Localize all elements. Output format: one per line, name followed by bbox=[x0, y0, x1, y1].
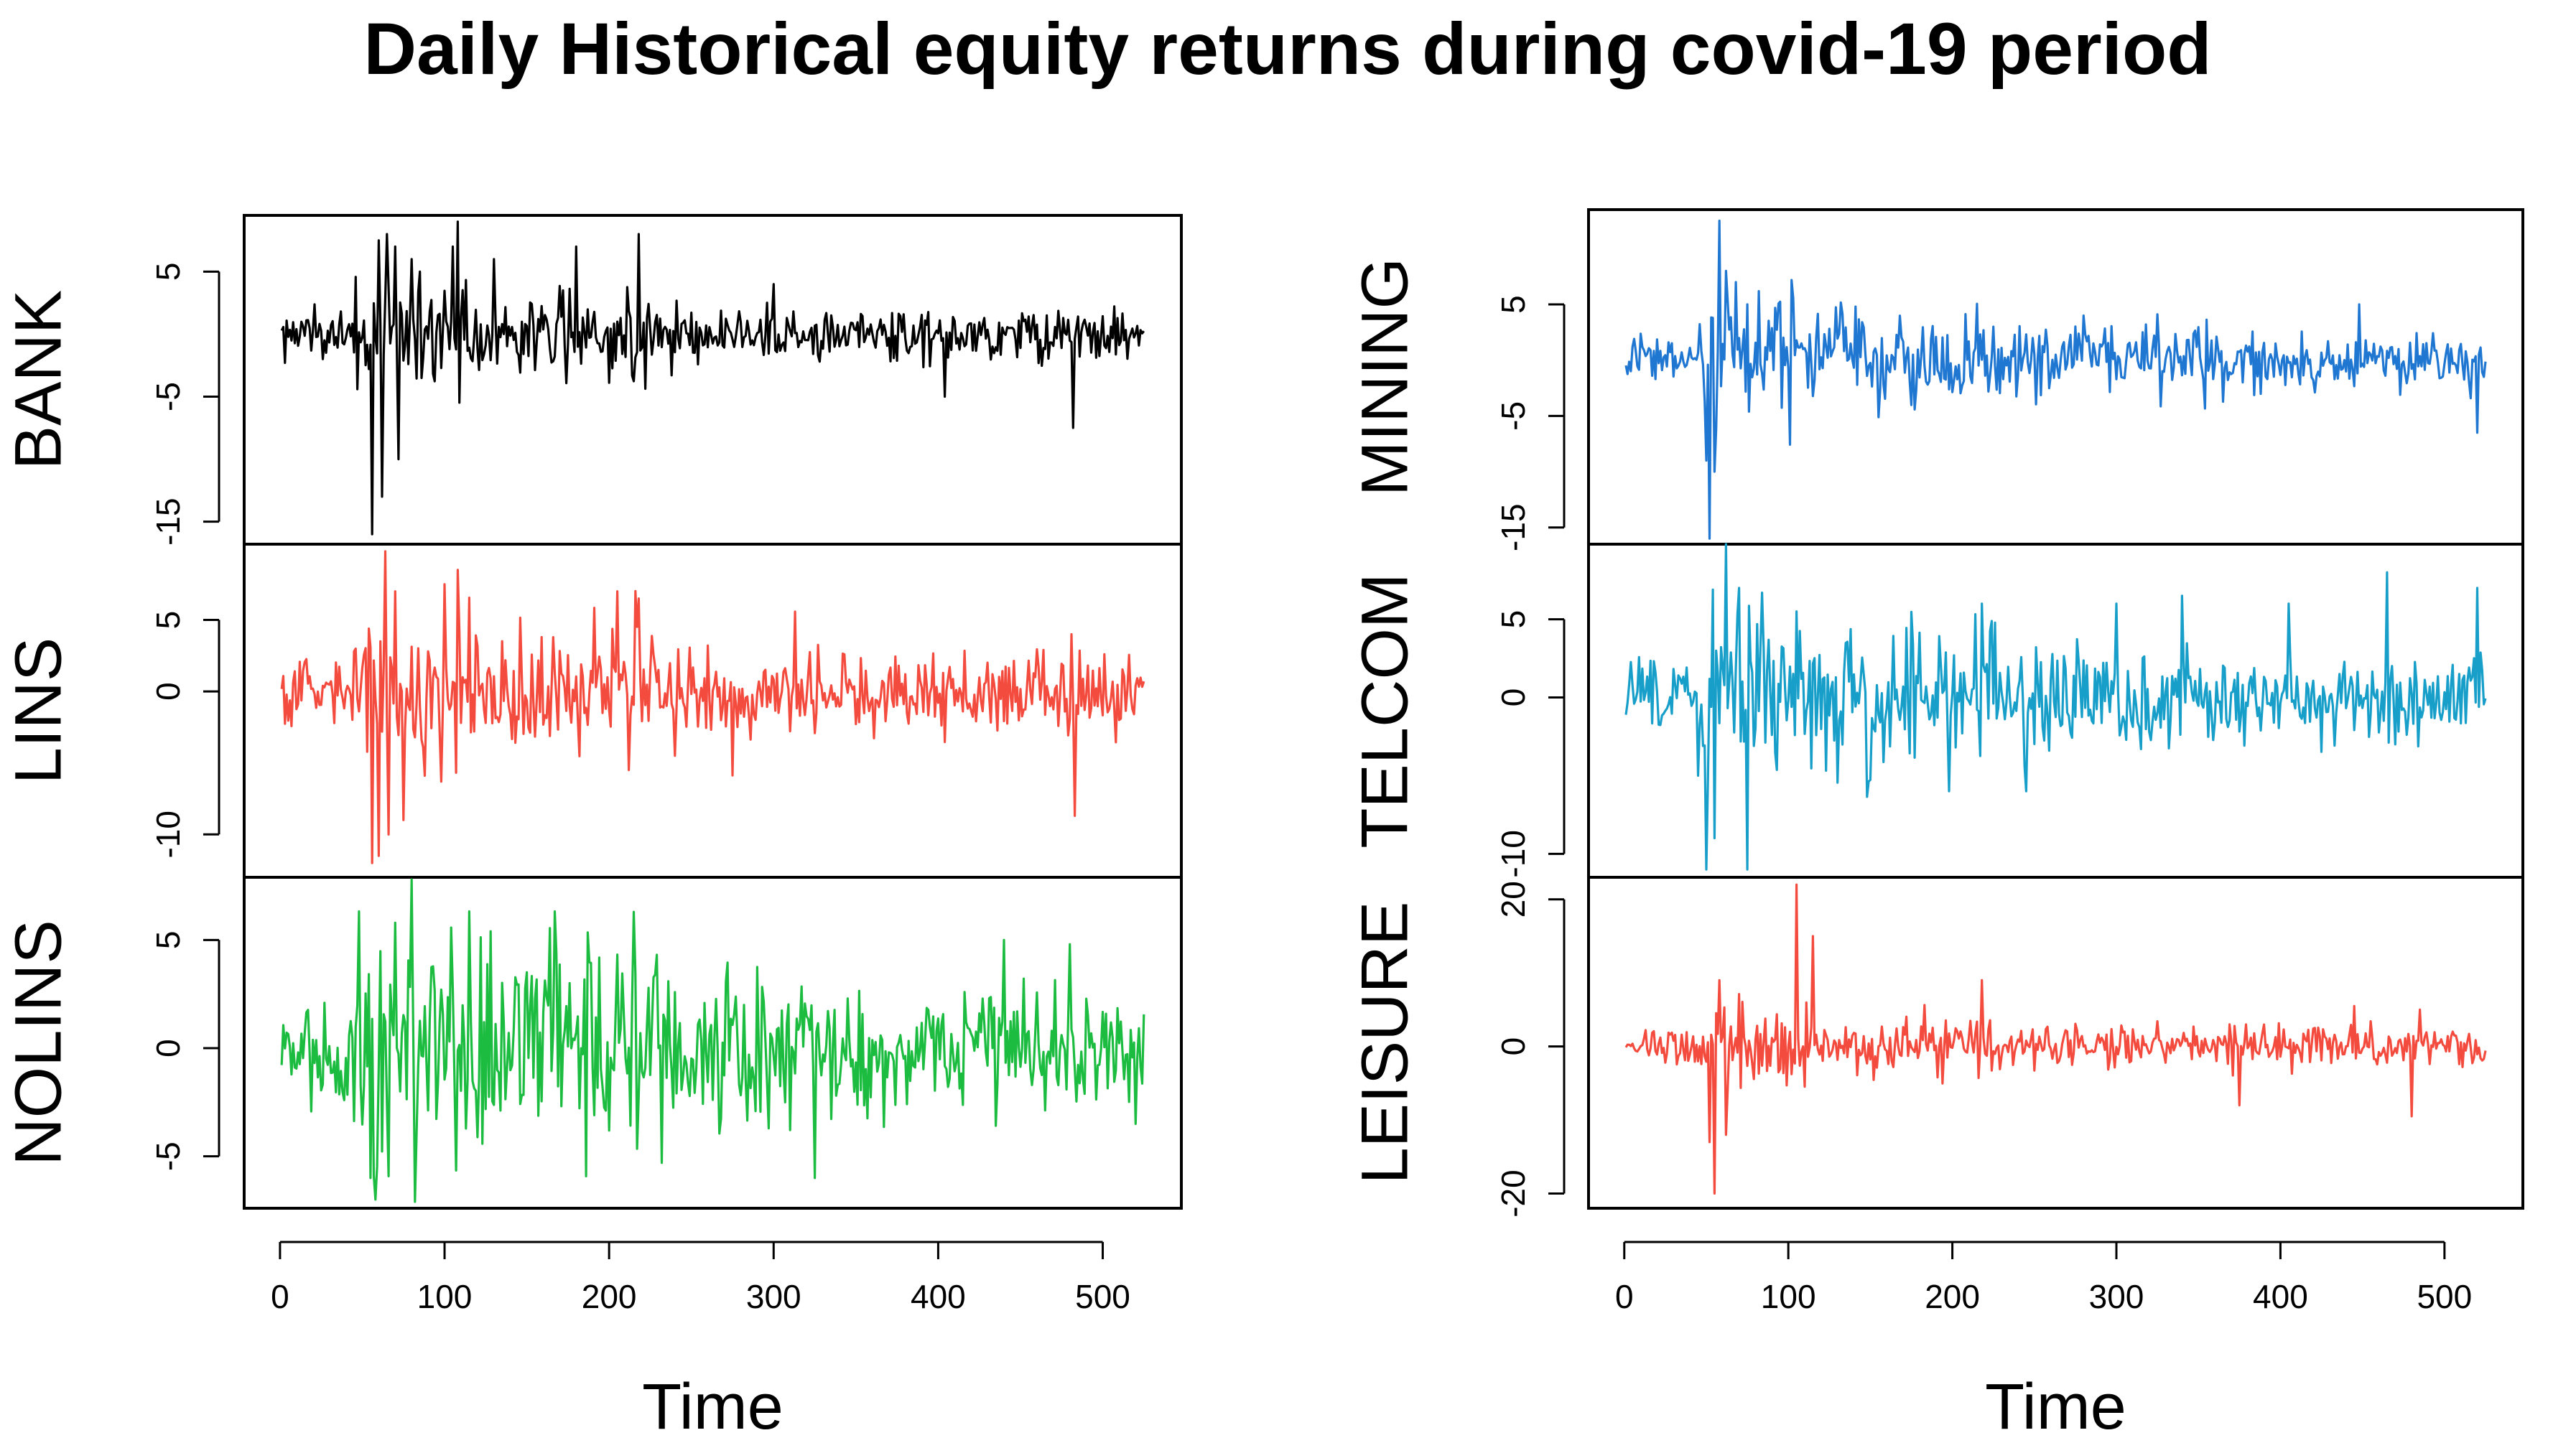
y-axis-label-leisure: LEISURE bbox=[1348, 902, 1421, 1185]
series-line-leisure bbox=[1624, 883, 2487, 1195]
x-tick-label-left-1: 100 bbox=[417, 1278, 473, 1315]
y-tick-label-bank-1: -5 bbox=[149, 382, 187, 411]
y-tick-label-lins-0: -10 bbox=[149, 811, 187, 858]
y-tick-label-lins-1: 0 bbox=[149, 682, 187, 701]
x-tick-label-left-3: 300 bbox=[746, 1278, 801, 1315]
y-axis-label-lins: LINS bbox=[1, 638, 75, 785]
x-tick-label-right-1: 100 bbox=[1761, 1278, 1816, 1315]
series-line-bank bbox=[280, 220, 1145, 536]
x-tick-label-right-0: 0 bbox=[1615, 1278, 1634, 1315]
chart-title: Daily Historical equity returns during c… bbox=[363, 8, 2211, 90]
x-axis-title-left: Time bbox=[642, 1371, 784, 1443]
y-axis-label-mining: MINING bbox=[1348, 258, 1421, 496]
series-line-lins bbox=[280, 550, 1145, 864]
y-tick-label-telcom-1: 0 bbox=[1494, 688, 1532, 707]
y-tick-label-leisure-1: 0 bbox=[1494, 1037, 1532, 1056]
x-tick-label-right-3: 300 bbox=[2089, 1278, 2144, 1315]
x-tick-label-left-2: 200 bbox=[582, 1278, 637, 1315]
y-tick-label-telcom-2: 5 bbox=[1494, 610, 1532, 629]
x-tick-label-right-5: 500 bbox=[2417, 1278, 2472, 1315]
y-axis-label-telcom: TELCOM bbox=[1348, 573, 1421, 848]
series-line-nolins bbox=[280, 878, 1145, 1203]
x-tick-label-right-4: 400 bbox=[2253, 1278, 2308, 1315]
panel-frame-bank bbox=[243, 214, 1183, 546]
y-axis-label-bank: BANK bbox=[1, 290, 75, 470]
y-tick-label-leisure-2: 20 bbox=[1494, 881, 1532, 917]
y-tick-label-lins-2: 5 bbox=[149, 611, 187, 630]
y-tick-label-nolins-0: -5 bbox=[149, 1141, 187, 1171]
panel-frame-nolins bbox=[243, 876, 1183, 1210]
y-tick-label-mining-2: 5 bbox=[1494, 295, 1532, 314]
y-tick-label-mining-1: -5 bbox=[1494, 401, 1532, 431]
y-tick-label-leisure-0: -20 bbox=[1494, 1169, 1532, 1217]
x-tick-label-left-0: 0 bbox=[271, 1278, 289, 1315]
x-tick-label-right-2: 200 bbox=[1925, 1278, 1980, 1315]
y-tick-label-bank-2: 5 bbox=[149, 263, 187, 281]
series-line-mining bbox=[1624, 219, 2487, 540]
y-tick-label-bank-0: -15 bbox=[149, 498, 187, 545]
x-tick-label-left-5: 500 bbox=[1075, 1278, 1130, 1315]
y-tick-label-mining-0: -15 bbox=[1494, 503, 1532, 551]
y-tick-label-telcom-0: -10 bbox=[1494, 830, 1532, 877]
y-tick-label-nolins-2: 5 bbox=[149, 931, 187, 950]
x-axis-title-right: Time bbox=[1985, 1371, 2126, 1443]
panel-frame-mining bbox=[1587, 208, 2524, 546]
panel-frame-telcom bbox=[1587, 543, 2524, 879]
y-axis-label-nolins: NOLINS bbox=[1, 920, 75, 1166]
y-tick-label-nolins-1: 0 bbox=[149, 1039, 187, 1057]
x-tick-label-left-4: 400 bbox=[911, 1278, 966, 1315]
series-line-telcom bbox=[1624, 543, 2487, 871]
